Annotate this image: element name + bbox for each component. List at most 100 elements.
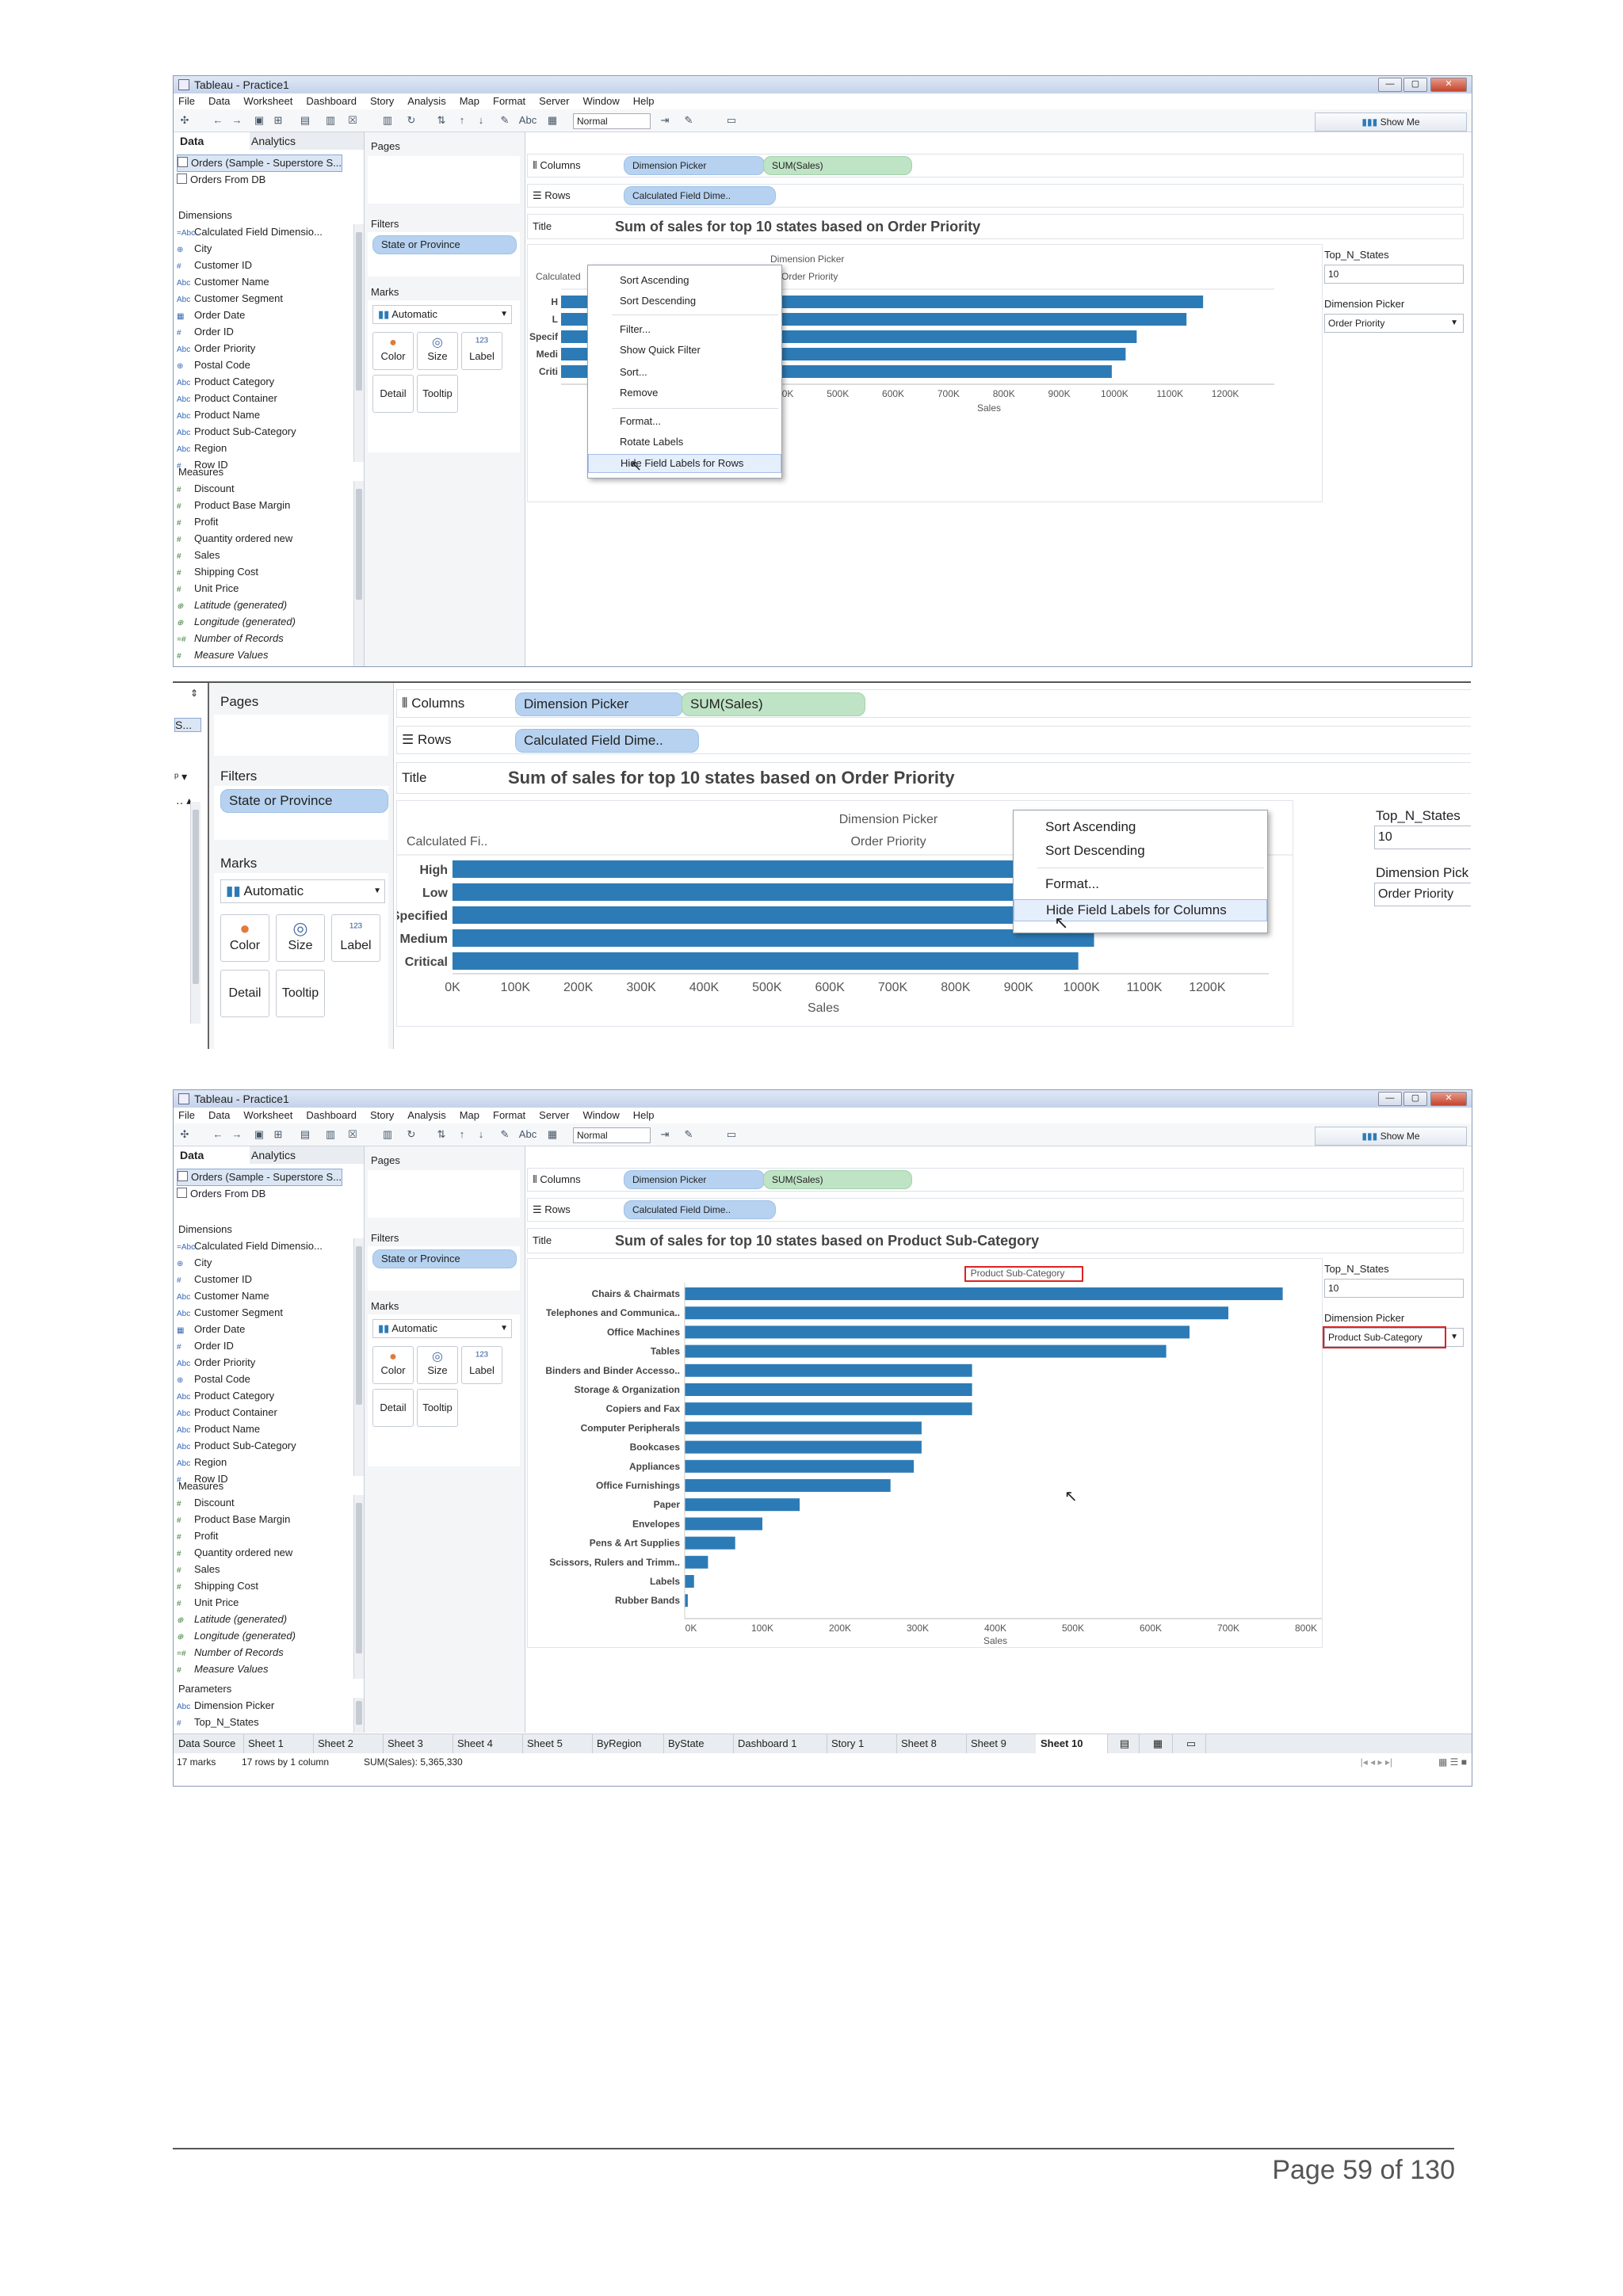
measure-field[interactable]: # Profit [177,514,218,532]
sheet-tab[interactable]: Sheet 1 [243,1734,314,1753]
sheet-tab[interactable]: Sheet 3 [383,1734,453,1753]
measure-field[interactable]: ⊕ Latitude (generated) [177,1611,287,1629]
presentation-icon[interactable]: ▭ [726,114,737,126]
add-datasource-icon[interactable]: ⊞ [273,1128,283,1140]
dimension-picker-select[interactable]: Order Priority [1374,883,1471,906]
label-button[interactable]: ¹²³ Label [331,914,380,962]
menu-format[interactable]: Format [493,95,526,107]
show-me-button[interactable]: ▮▮▮ Show Me [1315,113,1467,132]
close-button[interactable]: ✕ [1430,1092,1467,1106]
sheet-tab[interactable]: Sheet 5 [522,1734,593,1753]
sort-asc-icon[interactable]: ↑ [459,114,465,126]
dimension-field[interactable]: Abc Product Sub-Category [177,1438,296,1455]
detail-button[interactable]: Detail [372,375,414,413]
dimension-field[interactable]: Abc Customer Segment [177,1305,283,1322]
pages-shelf[interactable] [368,1170,520,1218]
top-n-input[interactable]: 10 [1374,826,1471,849]
new-sheet-icon[interactable]: ▤ [1110,1734,1140,1753]
view-toggle-icon[interactable]: ▦ ☰ ■ [1438,1756,1467,1768]
sheet-tab[interactable]: ByRegion [592,1734,664,1753]
measure-field[interactable]: # Unit Price [177,1595,239,1612]
dimension-field[interactable]: Abc Order Priority [177,341,255,358]
context-menu-item[interactable]: Remove [620,387,659,399]
dimension-field[interactable]: ▦ Order Date [177,1322,245,1339]
new-sheet-icon[interactable]: ▤ [300,114,311,126]
back-icon[interactable]: ← [212,1128,223,1140]
detail-button[interactable]: Detail [372,1389,414,1427]
tab-analytics[interactable]: Analytics [251,1149,296,1161]
dimension-field[interactable]: Abc Product Name [177,1421,260,1439]
context-menu-item[interactable]: Sort... [620,366,647,378]
measure-field[interactable]: ⊕ Latitude (generated) [177,597,287,615]
scroll-chevron-icon[interactable]: ‥ ▴ [176,794,193,807]
context-menu-item[interactable]: Sort Ascending [620,274,689,286]
measure-field[interactable]: # Sales [177,547,220,565]
dimension-picker-select[interactable]: Product Sub-Category ▼ [1324,1328,1464,1347]
context-menu-item[interactable]: Show Quick Filter [620,344,701,356]
nav-arrows-icon[interactable]: |◂ ◂ ▸ ▸| [1360,1756,1392,1768]
menu-worksheet[interactable]: Worksheet [243,1109,293,1121]
parameter-field[interactable]: Abc Dimension Picker [177,1698,274,1715]
refresh-icon[interactable]: ↻ [407,1128,416,1140]
abc-icon[interactable]: Abc [518,1128,537,1140]
dimension-field[interactable]: ⊕ City [177,241,212,258]
menu-dashboard[interactable]: Dashboard [306,1109,357,1121]
column-pill-dimension-picker[interactable]: Dimension Picker [624,156,765,175]
measure-field[interactable]: =# Number of Records [177,1645,284,1662]
minimize-button[interactable]: — [1378,78,1402,92]
column-pill-sum-sales[interactable]: SUM(Sales) [763,156,912,175]
forward-icon[interactable]: → [231,114,242,126]
sheet-tab[interactable]: ByState [663,1734,734,1753]
collapse-icon[interactable]: ⇕ [190,688,199,699]
tableau-logo-icon[interactable]: ✣ [180,114,189,126]
show-me-button[interactable]: ▮▮▮ Show Me [1315,1127,1467,1146]
detail-button[interactable]: Detail [220,970,269,1017]
menu-story[interactable]: Story [369,1109,395,1121]
chart-type-icon[interactable]: ▦ [547,114,558,126]
measure-field[interactable]: ⊕ Longitude (generated) [177,1628,296,1646]
menu-map[interactable]: Map [459,95,479,107]
menu-analysis[interactable]: Analysis [407,1109,446,1121]
swap-icon[interactable]: ⇅ [437,1128,446,1140]
menu-file[interactable]: File [178,1109,195,1121]
forward-icon[interactable]: → [231,1128,242,1140]
measure-field[interactable]: # Quantity ordered new [177,1545,292,1562]
parameter-field[interactable]: # Top_N_States [177,1714,259,1732]
dimension-field[interactable]: Abc Product Container [177,1405,277,1422]
measure-field[interactable]: # Sales [177,1562,220,1579]
save-icon[interactable]: ▣ [254,1128,265,1140]
size-button[interactable]: ◎ Size [276,914,325,962]
label-button[interactable]: ¹²³ Label [461,332,502,370]
fit-select[interactable]: Normal [573,113,651,129]
sheet-tab[interactable]: Sheet 4 [453,1734,523,1753]
clear-sheet-icon[interactable]: ☒ [348,114,357,126]
datasource-item[interactable]: Orders From DB [177,172,265,188]
back-icon[interactable]: ← [212,114,223,126]
swap-icon[interactable]: ⇅ [437,114,446,126]
context-menu-item[interactable]: Rotate Labels [620,436,684,448]
pages-shelf[interactable] [368,156,520,204]
new-sheet-icon[interactable]: ▤ [300,1128,311,1140]
row-pill-calculated-field[interactable]: Calculated Field Dime.. [515,729,699,753]
dimension-field[interactable]: Abc Product Category [177,1388,274,1405]
measure-field[interactable]: # Unit Price [177,581,239,598]
dimension-field[interactable]: ⊕ City [177,1255,212,1272]
pen-icon[interactable]: ✎ [684,114,693,126]
dimension-field[interactable]: =AbcCalculated Field Dimensio... [177,1238,323,1256]
maximize-button[interactable]: ▢ [1403,78,1427,92]
presentation-icon[interactable]: ▭ [726,1128,737,1140]
new-dashboard-icon[interactable]: ▦ [1144,1734,1173,1753]
highlight-icon[interactable]: ✎ [500,114,510,126]
context-menu-item[interactable]: Filter... [620,323,651,335]
menu-window[interactable]: Window [582,1109,620,1121]
tab-analytics[interactable]: Analytics [251,135,296,147]
color-button[interactable]: ● Color [372,332,414,370]
dimension-field[interactable]: Abc Customer Name [177,1288,269,1306]
dimension-field[interactable]: # Row ID [177,1471,228,1489]
add-datasource-icon[interactable]: ⊞ [273,114,283,126]
dimension-field[interactable]: Abc Region [177,1455,227,1472]
label-button[interactable]: ¹²³ Label [461,1346,502,1384]
pin-icon[interactable]: ⇥ [660,1128,670,1140]
dimension-field[interactable]: Abc Product Name [177,407,260,425]
dimension-field[interactable]: Abc Product Container [177,391,277,408]
